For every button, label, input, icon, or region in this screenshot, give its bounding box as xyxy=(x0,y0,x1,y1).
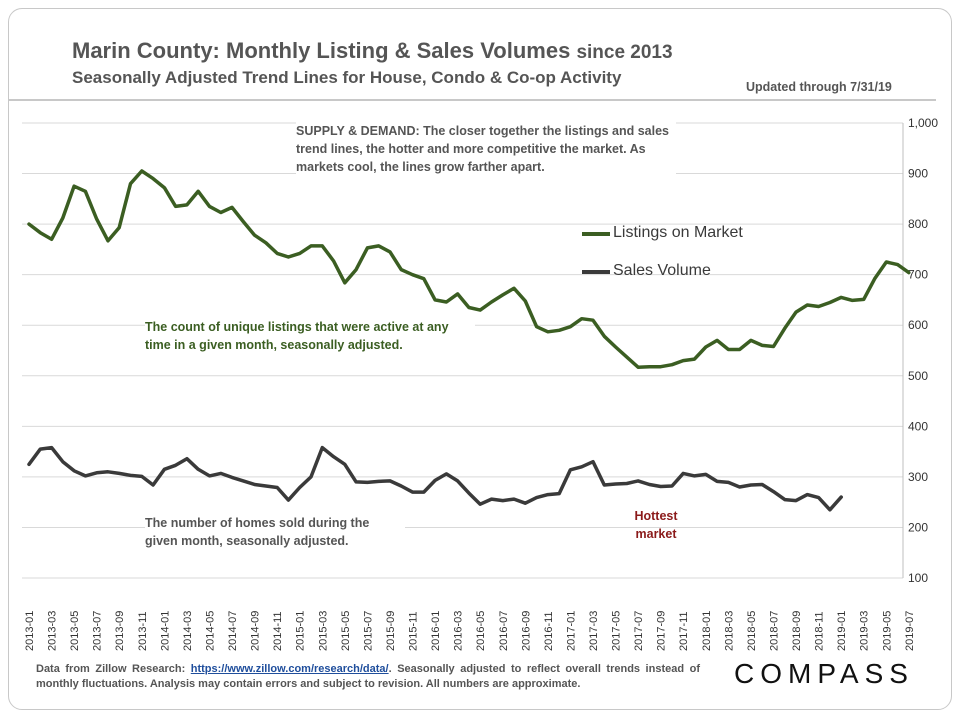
x-tick-label: 2019-03 xyxy=(859,611,871,651)
x-tick-label: 2018-05 xyxy=(746,611,758,651)
x-tick-label: 2017-11 xyxy=(678,611,690,651)
x-tick-label: 2018-01 xyxy=(701,611,713,651)
x-tick-label: 2016-03 xyxy=(453,611,465,651)
y-tick-label: 900 xyxy=(908,167,928,181)
x-tick-label: 2013-09 xyxy=(114,611,126,651)
title-since: since 2013 xyxy=(576,42,673,63)
x-tick-label: 2018-09 xyxy=(791,611,803,651)
y-tick-label: 400 xyxy=(908,419,928,433)
supply-demand-note: SUPPLY & DEMAND: The closer together the… xyxy=(296,122,676,176)
x-tick-label: 2016-09 xyxy=(520,611,532,651)
x-tick-label: 2015-03 xyxy=(317,611,329,651)
compass-logo: COMPASS xyxy=(734,658,914,689)
x-tick-label: 2014-05 xyxy=(204,611,216,651)
x-tick-label: 2017-01 xyxy=(565,611,577,651)
x-tick-label: 2017-09 xyxy=(656,611,668,651)
y-tick-label: 700 xyxy=(908,268,928,282)
x-tick-label: 2013-01 xyxy=(24,611,36,651)
source-suffix: . Seasonally adjusted to reflect overall… xyxy=(36,663,700,690)
x-tick-label: 2016-05 xyxy=(475,611,487,651)
x-tick-label: 2014-09 xyxy=(250,611,262,651)
legend xyxy=(582,232,610,274)
x-tick-label: 2018-07 xyxy=(768,611,780,651)
x-tick-label: 2019-01 xyxy=(836,611,848,651)
x-tick-label: 2014-07 xyxy=(227,611,239,651)
x-tick-label: 2013-05 xyxy=(69,611,81,651)
x-tick-label: 2014-01 xyxy=(159,611,171,651)
source-prefix: Data from Zillow Research: xyxy=(36,663,186,675)
x-tick-label: 2019-05 xyxy=(881,611,893,651)
x-tick-label: 2019-07 xyxy=(904,611,916,651)
hottest-market-label: Hottest market xyxy=(634,509,678,541)
x-tick-label: 2015-01 xyxy=(295,611,307,651)
x-tick-label: 2016-01 xyxy=(430,611,442,651)
listings-note: The count of unique listings that were a… xyxy=(145,318,475,354)
y-tick-label: 100 xyxy=(908,571,928,585)
y-tick-label: 800 xyxy=(908,217,928,231)
y-axis-ticks: 100 200 300 400 500 600 700 800 900 1,000 xyxy=(908,116,938,585)
x-tick-label: 2017-03 xyxy=(588,611,600,651)
chart-subtitle: Seasonally Adjusted Trend Lines for Hous… xyxy=(72,68,622,87)
y-tick-label: 300 xyxy=(908,470,928,484)
chart-title: Marin County: Monthly Listing & Sales Vo… xyxy=(72,38,673,64)
x-tick-label: 2016-07 xyxy=(498,611,510,651)
x-tick-label: 2013-03 xyxy=(47,611,59,651)
header-divider xyxy=(8,99,936,101)
y-tick-label: 500 xyxy=(908,369,928,383)
sales-line xyxy=(27,445,843,512)
y-tick-label: 200 xyxy=(908,520,928,534)
updated-date: Updated through 7/31/19 xyxy=(746,80,892,94)
x-tick-label: 2015-09 xyxy=(385,611,397,651)
x-tick-label: 2014-11 xyxy=(272,611,284,651)
legend-label-sales: Sales Volume xyxy=(613,262,711,279)
source-link[interactable]: https://www.zillow.com/research/data/ xyxy=(190,663,389,675)
x-tick-label: 2014-03 xyxy=(182,611,194,651)
x-tick-label: 2015-05 xyxy=(340,611,352,651)
x-tick-label: 2017-07 xyxy=(633,611,645,651)
footnote: Data from Zillow Research: https://www.z… xyxy=(36,662,700,692)
series-lines xyxy=(27,169,911,512)
x-axis-ticks: 2013-01 2013-03 2013-05 2013-07 2013-09 2013-… xyxy=(24,611,916,651)
legend-label-listings: Listings on Market xyxy=(613,224,743,241)
x-tick-label: 2018-11 xyxy=(814,611,826,651)
y-tick-label: 1,000 xyxy=(908,116,938,130)
sales-note: The number of homes sold during the give… xyxy=(145,514,405,550)
x-tick-label: 2013-11 xyxy=(137,611,149,651)
y-tick-label: 600 xyxy=(908,318,928,332)
x-tick-label: 2013-07 xyxy=(92,611,104,651)
x-tick-label: 2016-11 xyxy=(543,611,555,651)
x-tick-label: 2015-07 xyxy=(362,611,374,651)
title-main: Marin County: Monthly Listing & Sales Vo… xyxy=(72,38,571,63)
listings-line xyxy=(27,169,911,369)
x-tick-label: 2015-11 xyxy=(408,611,420,651)
x-tick-label: 2017-05 xyxy=(611,611,623,651)
x-tick-label: 2018-03 xyxy=(723,611,735,651)
